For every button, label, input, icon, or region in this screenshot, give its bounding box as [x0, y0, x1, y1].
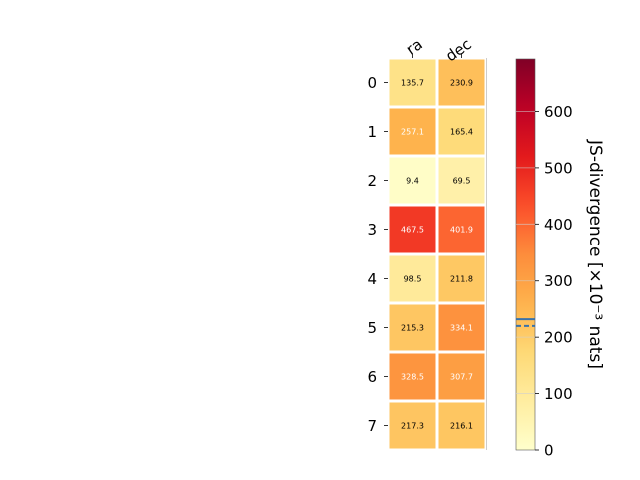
heatmap-cell — [389, 353, 436, 400]
heatmap-cell — [438, 304, 485, 351]
cell-value-label: 307.7 — [450, 373, 473, 382]
heatmap-cell — [438, 353, 485, 400]
cell-value-label: 216.1 — [450, 422, 473, 431]
column-label: ra — [403, 35, 426, 59]
colorbar-tick-label: 400 — [544, 216, 573, 234]
row-label: 0 — [367, 74, 377, 92]
row-label: 7 — [367, 417, 377, 435]
cell-value-label: 98.5 — [404, 275, 422, 284]
cell-value-label: 165.4 — [450, 128, 473, 137]
colorbar-tick-label: 500 — [544, 159, 573, 177]
heatmap-cell — [438, 157, 485, 204]
heatmap-cell — [389, 304, 436, 351]
colorbar-gradient — [515, 58, 536, 451]
colorbar-tick-label: 200 — [544, 329, 573, 347]
colorbar-tick-label: 600 — [544, 103, 573, 121]
heatmap-cell — [389, 402, 436, 449]
cell-value-label: 211.8 — [450, 275, 473, 284]
colorbar-tick-label: 0 — [544, 442, 554, 460]
cell-value-label: 328.5 — [401, 373, 424, 382]
row-label: 2 — [367, 172, 377, 190]
cell-value-label: 9.4 — [406, 177, 419, 186]
colorbar-tick-label: 100 — [544, 385, 573, 403]
cell-value-label: 135.7 — [401, 79, 424, 88]
colorbar-label: JS-divergence [×10⁻³ nats] — [585, 139, 605, 369]
row-label: 1 — [367, 123, 377, 141]
colorbar-tick-label: 300 — [544, 272, 573, 290]
cell-value-label: 334.1 — [450, 324, 473, 333]
heatmap-cell — [389, 255, 436, 302]
heatmap-cell — [438, 206, 485, 253]
row-label: 3 — [367, 221, 377, 239]
heatmap-cell — [438, 59, 485, 106]
cell-value-label: 69.5 — [453, 177, 471, 186]
cell-value-label: 257.1 — [401, 128, 424, 137]
row-label: 6 — [367, 368, 377, 386]
cell-value-label: 230.9 — [450, 79, 473, 88]
colorbar: 0 100 200 300 400 500 600 JS-divergence [×10⁻³ … — [515, 58, 605, 460]
heatmap-cells: 135.7 230.9 257.1 165.4 9.4 69.5 467.5 401.9 98.… — [389, 59, 485, 449]
heatmap-cell — [438, 108, 485, 155]
cell-value-label: 217.3 — [401, 422, 424, 431]
cell-value-label: 401.9 — [450, 226, 473, 235]
cell-value-label: 215.3 — [401, 324, 424, 333]
heatmap-cell — [389, 108, 436, 155]
heatmap-cell — [389, 157, 436, 204]
cell-value-label: 467.5 — [401, 226, 424, 235]
heatmap-cell — [438, 255, 485, 302]
row-label: 4 — [367, 270, 377, 288]
row-label: 5 — [367, 319, 377, 337]
heatmap-cell — [389, 206, 436, 253]
heatmap-cell — [438, 402, 485, 449]
heatmap-cell — [389, 59, 436, 106]
